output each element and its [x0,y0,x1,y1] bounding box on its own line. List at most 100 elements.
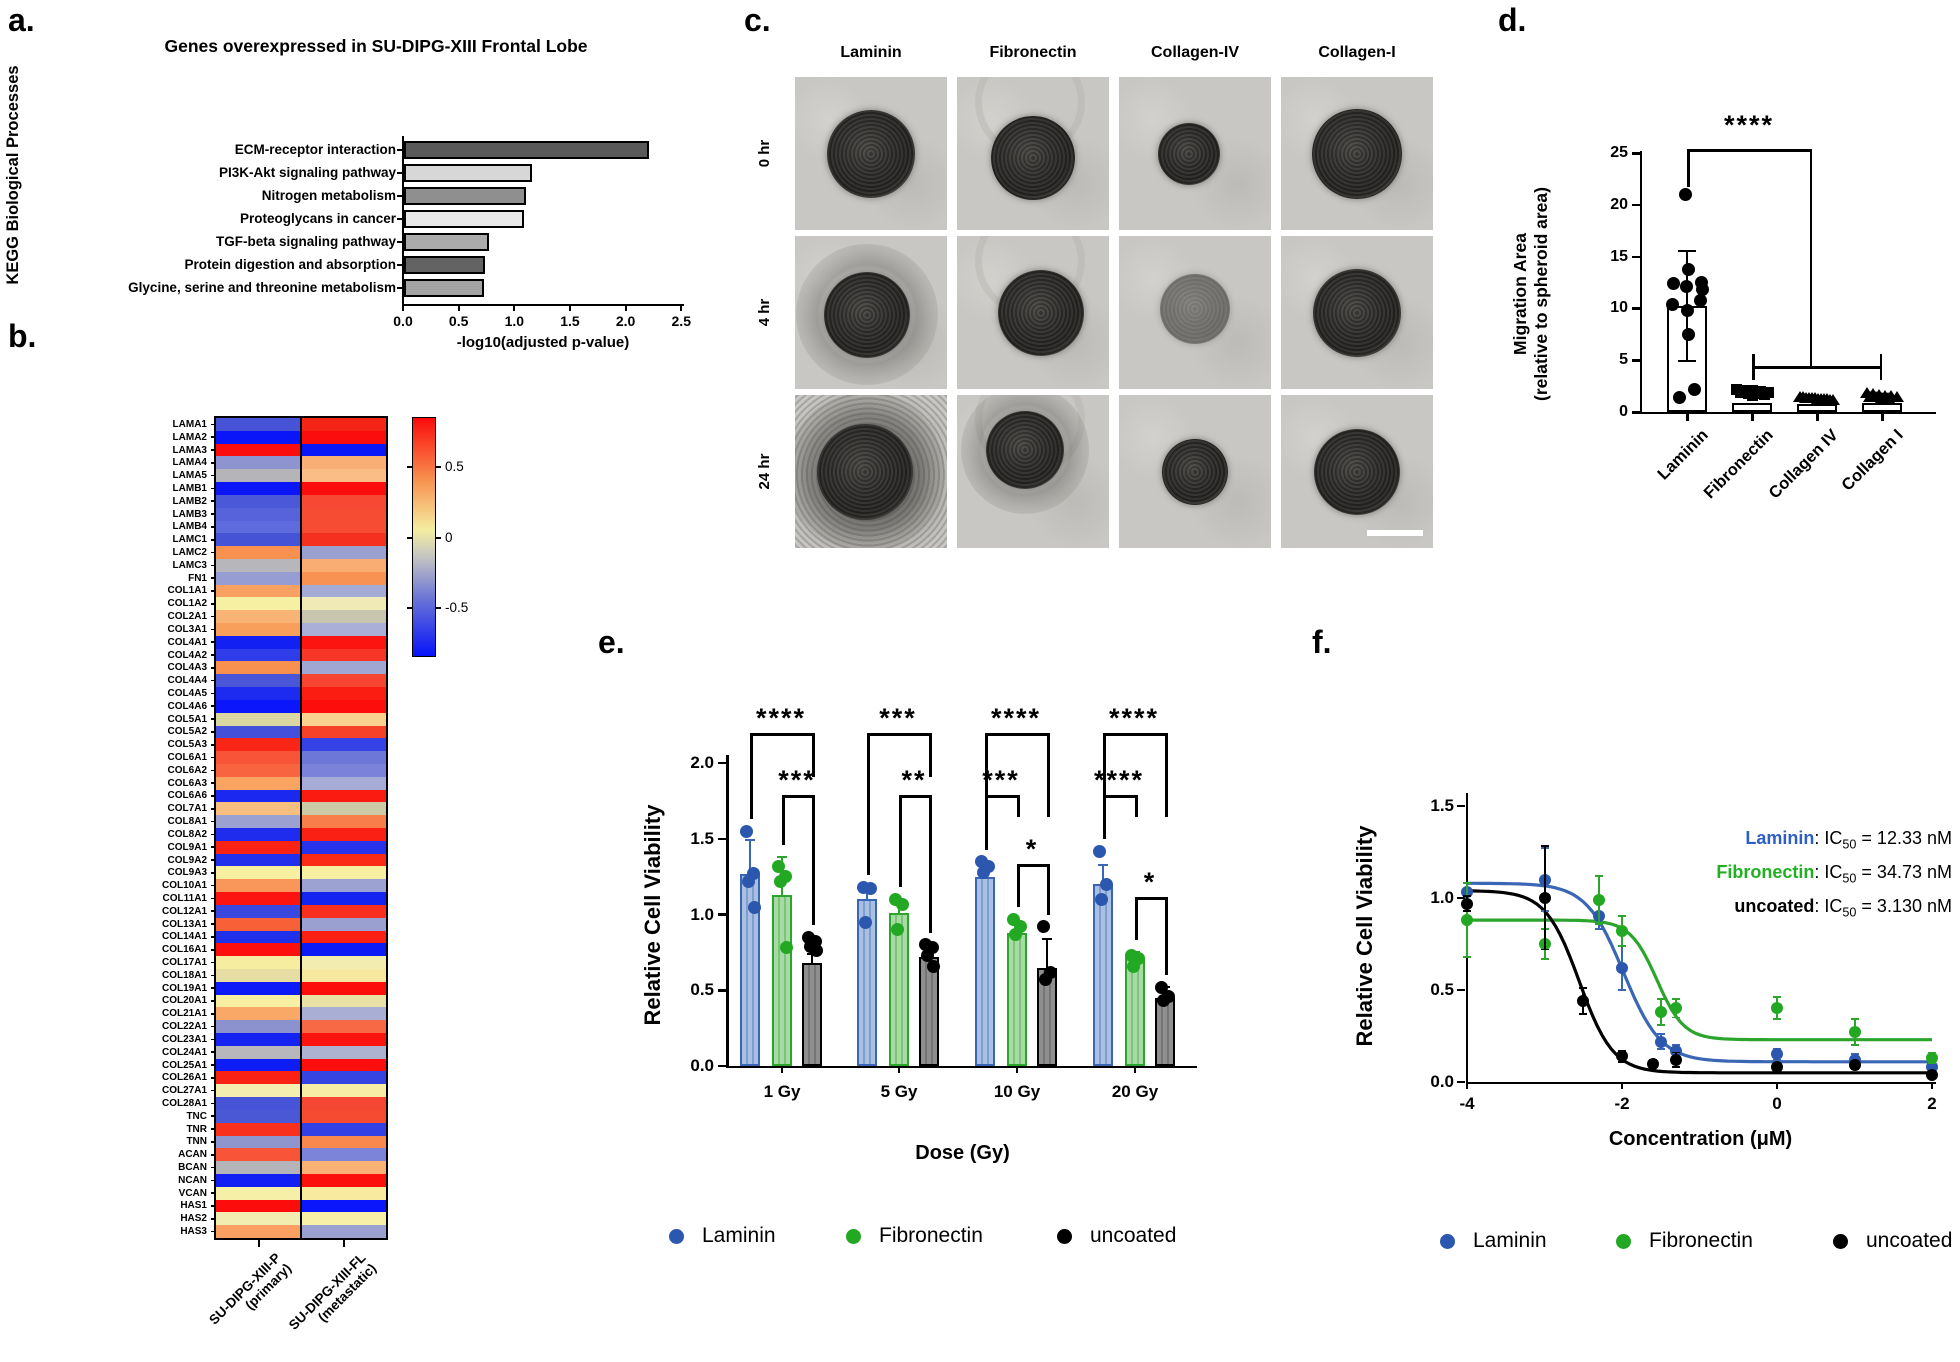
panel-a-category-tick [397,241,402,243]
heatmap-gene-label: COL10A1 [161,880,207,892]
panel-e-sig-line [782,795,815,798]
panel-d-error-cap [1678,360,1696,363]
panel-e-bar-fibronectin [1007,932,1027,1066]
panel-e-sig-line [1135,897,1168,900]
panel-f-data-point-fibronectin [1461,914,1473,927]
panel-f-error-cap [1618,915,1626,918]
heatmap-cell-metastatic [301,507,386,521]
colorbar-tick-label: 0 [445,529,453,545]
heatmap-cell-primary [216,1186,301,1201]
heatmap-cell-metastatic [301,494,386,509]
panel-e-bar-uncoated [919,956,939,1066]
colorbar-tick-right [436,536,441,539]
heatmap-cell-metastatic [301,994,386,1008]
panel-e-data-point-fibronectin [773,874,787,888]
heatmap-cell-metastatic [301,1148,386,1162]
heatmap-cell-metastatic [301,661,386,675]
panel-a-xtick [568,305,571,311]
panel-a-xtick-label: 0.0 [393,313,413,329]
heatmap-gene-tick [211,590,215,592]
panel-e-sig-drop [1165,733,1168,817]
panel-a-category-label: Protein digestion and absorption [184,257,396,272]
panel-a-bar [404,210,525,228]
panel-e-data-point-uncoated [1156,994,1170,1008]
colorbar-tick-label: -0.5 [445,600,469,616]
colorbar-tick-label: 0.5 [445,458,464,474]
heatmap-gene-label: COL3A1 [167,623,207,635]
panel-a-xtick-label: 2.5 [671,313,691,329]
heatmap-gene-label: LAMA3 [172,444,207,456]
panel-f-ic50-text: : IC [1814,862,1843,882]
heatmap-gene-label: COL17A1 [161,957,207,969]
panel-f-error-cap [1773,1018,1781,1021]
heatmap-gene-tick [211,1128,215,1130]
panel-f-ytick [1457,988,1465,992]
heatmap-gene-label: COL18A1 [161,969,207,981]
panel-e-ytick [718,913,726,916]
heatmap-gene-tick [211,884,215,887]
panel-c-label: c. [744,2,771,38]
heatmap-cell-metastatic [301,546,386,560]
panel-e-sig-stars: *** [879,703,917,733]
heatmap-cell-primary [216,981,301,996]
panel-f-legend-label: Fibronectin [1649,1229,1753,1252]
panel-d-data-point [1681,262,1695,276]
panel-e-ytick-label: 0.0 [690,1056,714,1075]
panel-e-sig-line [750,733,815,736]
panel-e-group-label: 20 Gy [1111,1082,1159,1101]
heatmap-gene-label: FN1 [188,572,207,584]
panel-d-data-point [1672,390,1686,404]
heatmap-cell-primary [216,828,301,842]
heatmap-gene-tick [211,833,215,836]
heatmap-cell-metastatic [301,968,386,983]
panel-d-yaxis-label-line1: Migration Area [1510,233,1530,355]
heatmap-cell-metastatic [301,904,386,919]
heatmap-gene-tick [211,1077,215,1079]
panel-d-category-label: Fibronectin [1700,426,1777,503]
heatmap-cell-metastatic [301,930,386,944]
heatmap-cell-primary [216,866,301,880]
heatmap-cell-metastatic [301,815,386,829]
panel-a-xtick-label: 0.5 [448,313,469,329]
heatmap-gene-label: BCAN [178,1162,207,1174]
panel-d-category-tick [1816,413,1819,421]
micrograph-cell [795,395,947,548]
panel-e-data-point-fibronectin [895,897,909,911]
panel-e-error-cap [1098,863,1108,866]
heatmap-gene-tick [211,538,215,541]
panel-f-ic50-subscript: 50 [1842,871,1857,886]
heatmap-cell-metastatic [301,533,386,547]
panel-e-sig-drop [782,795,785,846]
heatmap-cell-primary [216,1007,301,1021]
heatmap-gene-label: COL5A1 [167,713,207,725]
panel-f-error-cap [1540,948,1549,951]
panel-d-category-label: Collagen IV [1765,426,1842,503]
heatmap-gene-label: COL25A1 [161,1059,207,1071]
panel-f-error-cap [1850,1044,1859,1046]
heatmap-cell-metastatic [301,712,386,726]
heatmap-gene-label: COL13A1 [161,918,207,930]
panel-d-category-tick [1881,413,1884,421]
heatmap-gene-tick [211,1179,215,1182]
panel-d-ytick-label: 20 [1610,195,1628,213]
panel-f-ic50-subscript: 50 [1842,837,1857,852]
panel-f-legend-label: uncoated [1866,1229,1953,1252]
panel-d-ytick-label: 5 [1619,351,1628,369]
heatmap-gene-tick [211,564,215,567]
panel-f-data-point-uncoated [1538,892,1551,904]
heatmap-gene-label: COL7A1 [167,803,207,815]
heatmap-cell-primary [216,917,301,931]
panel-e-group-label: 1 Gy [763,1082,801,1101]
colorbar-tick-left [407,607,412,610]
heatmap-cell-metastatic [301,597,386,611]
heatmap-gene-label: TNN [186,1136,207,1148]
heatmap-gene-tick [211,1141,215,1143]
panel-f-legend-label: Laminin [1473,1229,1547,1252]
panel-e-sig-drop [812,733,815,777]
heatmap-cell-primary [216,610,301,624]
micrograph-cell [957,77,1109,230]
panel-a-category-label: Glycine, serine and threonine metabolism [128,280,396,295]
panel-a-xaxis-label: -log10(adjusted p-value) [456,334,630,351]
panel-d-yaxis-label-line2: (relative to spheroid area) [1531,187,1551,401]
heatmap-gene-label: COL1A2 [167,598,207,610]
